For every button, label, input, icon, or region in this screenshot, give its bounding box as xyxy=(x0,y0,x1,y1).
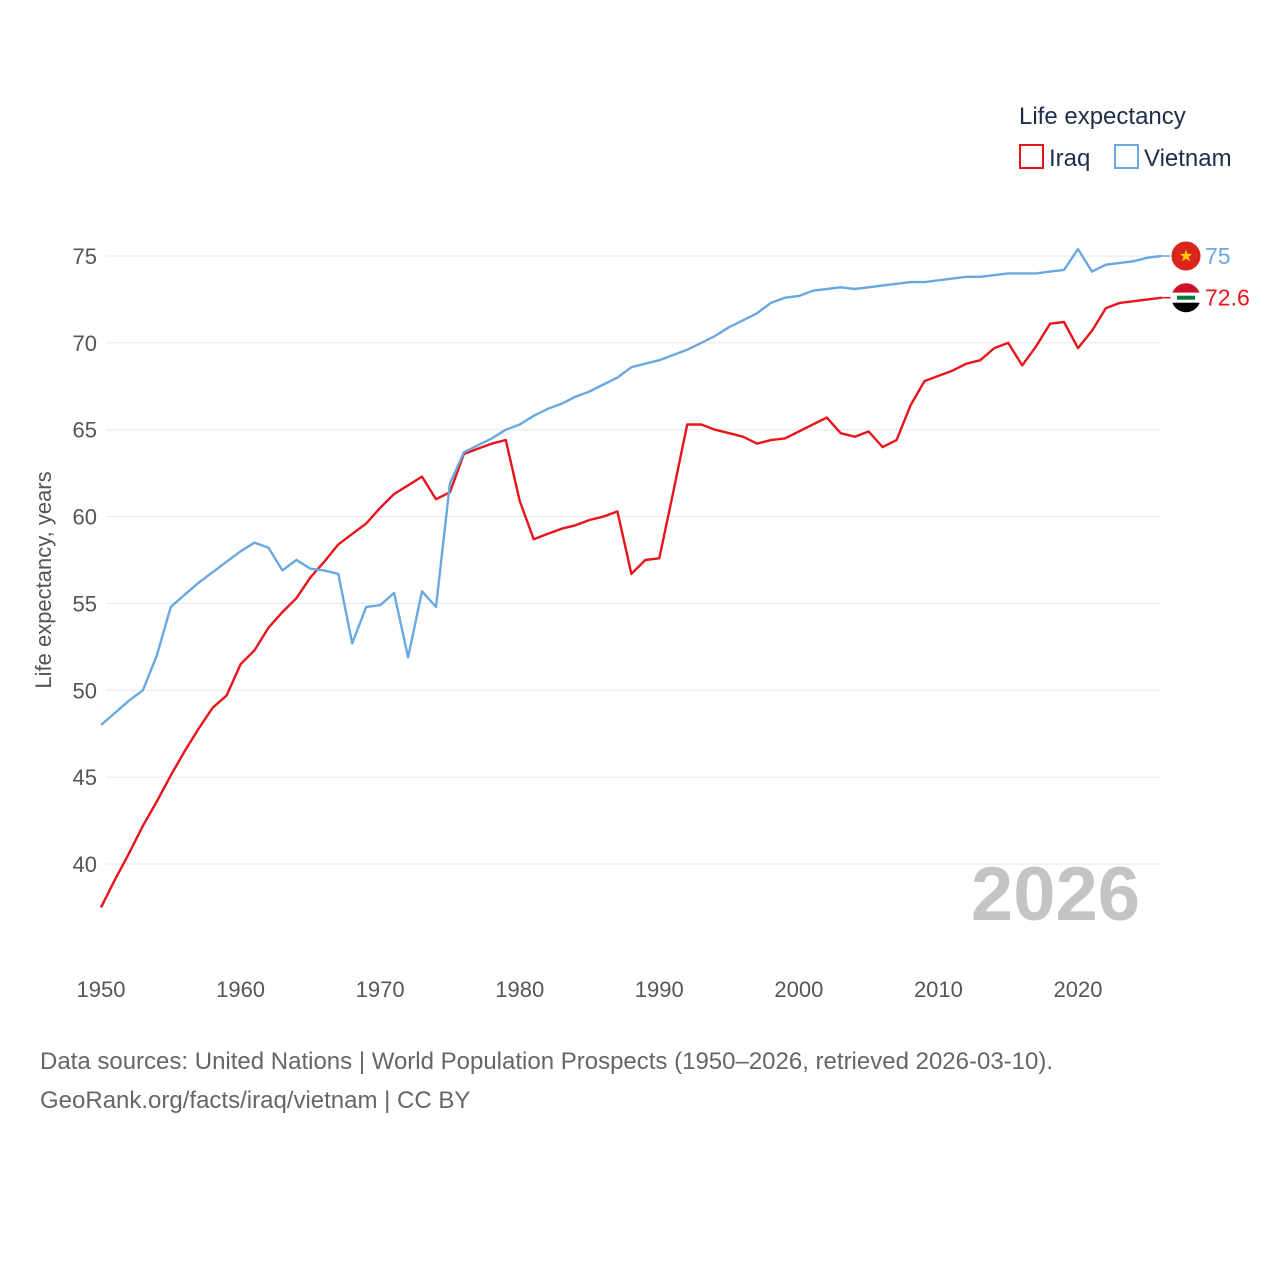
end-label-vietnam: 75 xyxy=(1205,243,1231,269)
source-link[interactable]: GeoRank.org/facts/iraq/vietnam | CC BY xyxy=(40,1087,471,1114)
legend-label-iraq[interactable]: Iraq xyxy=(1049,145,1090,172)
life-expectancy-chart: 40 45 50 55 60 65 70 75 1950 1960 1970 1980 1990 200… xyxy=(31,103,1250,1002)
vietnam-flag-icon xyxy=(1170,240,1202,272)
x-tick-label: 2010 xyxy=(914,977,963,1002)
x-tick-label: 1960 xyxy=(216,977,265,1002)
gridlines xyxy=(106,255,1161,865)
series-end-labels: 72.6 75 xyxy=(1161,240,1250,314)
y-tick-label: 50 xyxy=(73,678,97,703)
y-tick-label: 70 xyxy=(73,331,97,356)
legend-title: Life expectancy xyxy=(1019,103,1186,130)
y-axis-ticks: 40 45 50 55 60 65 70 75 xyxy=(73,244,97,877)
footer: Data sources: United Nations | World Pop… xyxy=(40,1042,1053,1120)
x-tick-label: 1990 xyxy=(635,977,684,1002)
y-tick-label: 75 xyxy=(73,244,97,269)
legend: Life expectancy Iraq Vietnam xyxy=(1019,103,1232,172)
y-tick-label: 60 xyxy=(73,505,97,530)
y-axis-label: Life expectancy, years xyxy=(31,471,56,688)
end-label-iraq: 72.6 xyxy=(1205,285,1250,311)
legend-label-vietnam[interactable]: Vietnam xyxy=(1144,145,1232,172)
x-tick-label: 2000 xyxy=(774,977,823,1002)
iraq-flag-icon xyxy=(1170,282,1202,314)
y-tick-label: 55 xyxy=(73,591,97,616)
y-tick-label: 40 xyxy=(73,852,97,877)
year-overlay: 2026 xyxy=(971,852,1140,937)
x-tick-label: 1950 xyxy=(77,977,126,1002)
y-tick-label: 65 xyxy=(73,418,97,443)
series-lines xyxy=(99,247,1162,908)
x-tick-label: 2020 xyxy=(1054,977,1103,1002)
series-line-vietnam[interactable] xyxy=(100,247,1162,726)
x-tick-label: 1980 xyxy=(495,977,544,1002)
legend-swatch-vietnam[interactable] xyxy=(1114,144,1139,169)
y-tick-label: 45 xyxy=(73,765,97,790)
x-axis-ticks: 1950 1960 1970 1980 1990 2000 2010 2020 xyxy=(77,977,1103,1002)
data-sources-text: Data sources: United Nations | World Pop… xyxy=(40,1048,1054,1075)
series-line-iraq[interactable] xyxy=(99,296,1162,908)
x-tick-label: 1970 xyxy=(356,977,405,1002)
legend-swatch-iraq[interactable] xyxy=(1019,144,1044,169)
